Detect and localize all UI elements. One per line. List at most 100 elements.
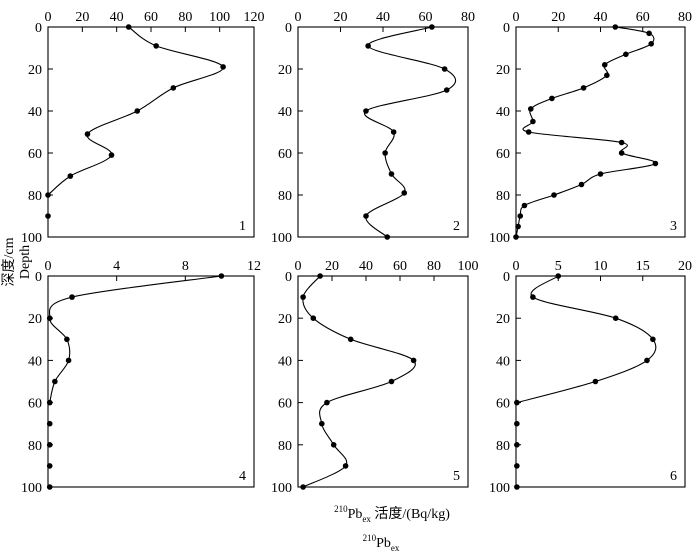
data-point: [530, 294, 536, 300]
data-point: [220, 64, 226, 70]
data-point: [46, 484, 53, 490]
data-point: [108, 152, 115, 158]
y-tick-label: 60: [28, 397, 42, 412]
data-point: [170, 85, 177, 91]
x-tick-label: 15: [636, 259, 650, 274]
panel-number-label: 4: [239, 469, 246, 484]
profile-line: [516, 275, 657, 404]
data-point: [153, 43, 159, 49]
profile-line: [48, 275, 222, 403]
y-tick-label: 20: [496, 312, 510, 327]
data-point: [46, 442, 53, 448]
x-axis-title-english-base: Pb: [376, 536, 391, 551]
data-point: [514, 399, 520, 406]
data-point: [429, 24, 435, 30]
y-tick-label: 100: [21, 481, 42, 496]
y-tick-label: 40: [28, 105, 42, 120]
y-tick-label: 60: [28, 147, 42, 162]
data-point: [646, 30, 652, 37]
y-tick-label: 60: [496, 147, 510, 162]
data-point: [527, 106, 534, 112]
data-point: [401, 190, 408, 196]
y-tick-label: 60: [278, 147, 292, 162]
data-point: [618, 139, 625, 146]
panel-3: 0 20 40 60 80 0 20 40 60 80 100 3: [489, 10, 692, 246]
y-tick-label: 80: [28, 189, 42, 204]
x-tick-label: 80: [178, 10, 192, 25]
data-point: [515, 223, 521, 230]
x-tick-label: 20: [75, 10, 89, 25]
y-axis-title: 深度/cm: [1, 237, 17, 286]
x-axis-title-base: Pb: [348, 507, 363, 522]
x-tick-label: 5: [555, 259, 562, 274]
data-point: [324, 399, 330, 406]
x-tick-label: 10: [594, 259, 608, 274]
y-tick-label: 80: [28, 439, 42, 454]
data-point: [580, 85, 587, 91]
x-tick-label: 120: [244, 10, 265, 25]
x-tick-label: 0: [513, 10, 520, 25]
y-tick-label: 0: [503, 270, 510, 285]
data-point: [384, 234, 391, 240]
data-point: [604, 72, 610, 79]
data-point: [84, 131, 91, 137]
data-point: [388, 171, 395, 177]
x-axis-title-superscript: 210: [334, 504, 348, 514]
data-point: [69, 294, 75, 300]
profile-line: [363, 26, 457, 238]
data-point: [525, 129, 532, 135]
data-point: [597, 171, 604, 177]
x-tick-label: 80: [427, 259, 441, 274]
y-tick-label: 0: [503, 21, 510, 36]
x-axis-title-english-superscript: 210: [363, 533, 377, 543]
y-tick-label: 40: [278, 354, 292, 369]
data-point: [648, 41, 654, 47]
x-tick-label: 40: [359, 259, 373, 274]
y-tick-label: 100: [271, 481, 292, 496]
data-point: [578, 181, 585, 188]
x-tick-label: 100: [458, 259, 479, 274]
y-tick-label: 80: [496, 189, 510, 204]
data-point: [342, 463, 349, 469]
panel-number-label: 3: [670, 219, 677, 234]
panel-number-label: 5: [453, 469, 460, 484]
data-point: [410, 357, 417, 364]
y-axis-title-group: 深度/cm Depth: [1, 237, 33, 286]
x-tick-label: 40: [376, 10, 390, 25]
x-tick-label: 4: [113, 259, 120, 274]
x-tick-label: 20: [325, 259, 339, 274]
y-tick-label: 20: [28, 312, 42, 327]
data-point: [300, 484, 306, 490]
x-tick-label: 20: [334, 10, 348, 25]
data-point: [441, 66, 448, 72]
data-point: [443, 87, 450, 93]
x-tick-label: 0: [295, 10, 302, 25]
x-tick-label: 40: [110, 10, 124, 25]
x-tick-label: 8: [182, 259, 189, 274]
data-point: [513, 234, 519, 240]
y-tick-label: 40: [278, 105, 292, 120]
data-point: [363, 213, 369, 219]
y-tick-label: 80: [278, 189, 292, 204]
y-tick-label: 60: [278, 397, 292, 412]
x-tick-label: 60: [393, 259, 407, 274]
data-point: [644, 357, 650, 364]
data-point: [514, 420, 520, 427]
y-tick-label: 0: [285, 270, 292, 285]
data-point: [317, 273, 323, 279]
data-point: [551, 192, 557, 198]
data-point: [521, 202, 528, 209]
y-tick-label: 40: [28, 354, 42, 369]
x-tick-label: 12: [247, 259, 261, 274]
data-point: [300, 294, 306, 300]
x-tick-label: 100: [209, 10, 230, 25]
x-tick-label: 0: [513, 259, 520, 274]
data-point: [555, 273, 562, 279]
data-point: [218, 273, 225, 279]
data-point: [67, 173, 74, 179]
data-point: [52, 378, 58, 385]
x-axis-title-subscript: ex: [362, 514, 371, 524]
y-tick-label: 100: [21, 231, 42, 246]
